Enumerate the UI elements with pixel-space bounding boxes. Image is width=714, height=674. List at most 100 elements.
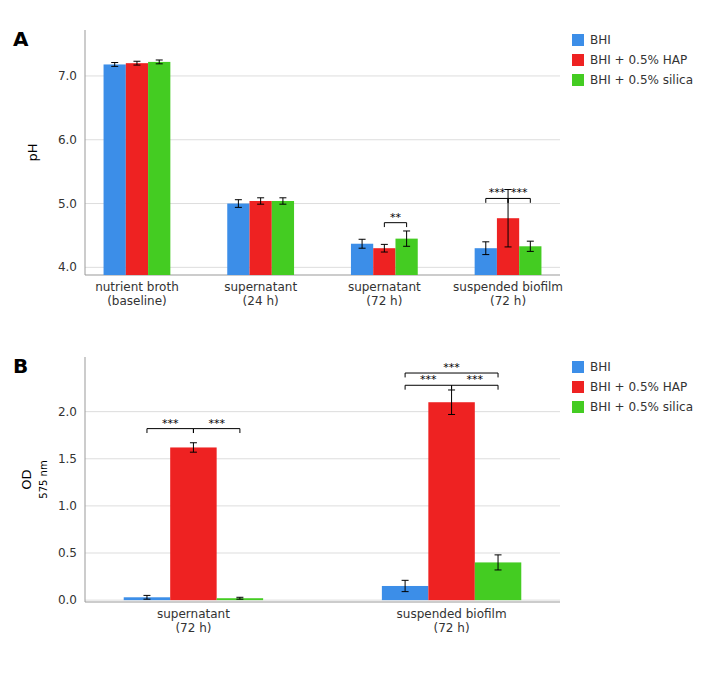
- significance-label: ***: [208, 417, 225, 430]
- category-label-line: supernatant: [224, 280, 297, 294]
- bar: [227, 204, 249, 275]
- error-cap: [359, 239, 366, 240]
- error-stem: [451, 390, 452, 415]
- category-label: suspended biofilm(72 h): [453, 280, 563, 308]
- category-label: supernatant(24 h): [224, 280, 297, 308]
- error-bar: [257, 198, 264, 204]
- error-cap: [402, 591, 409, 592]
- grid-line: [85, 458, 560, 459]
- plot-area: [104, 60, 542, 275]
- grid-line: [85, 553, 560, 554]
- tick-label: 4.0: [58, 260, 77, 274]
- category-label: suspended biofilm(72 h): [397, 607, 507, 635]
- significance-label: ***: [420, 373, 437, 386]
- y-axis-label: pH: [25, 143, 40, 161]
- error-stem: [384, 244, 385, 252]
- legend-label: BHI: [590, 33, 611, 47]
- error-stem: [485, 242, 486, 255]
- error-cap: [236, 597, 243, 598]
- bar: [373, 248, 395, 275]
- error-cap: [257, 197, 264, 198]
- error-bar: [235, 200, 242, 208]
- panel: 4.05.06.07.0********nutrient broth(basel…: [13, 27, 693, 523]
- legend-label: BHI + 0.5% silica: [590, 73, 693, 87]
- error-stem: [498, 555, 499, 570]
- panel-label: B: [13, 354, 28, 378]
- error-cap: [257, 204, 264, 205]
- error-stem: [193, 443, 194, 452]
- error-cap: [448, 414, 455, 415]
- legend-swatch: [572, 54, 584, 66]
- bar: [126, 63, 148, 275]
- panel-label: A: [13, 27, 29, 51]
- significance-label: ***: [443, 361, 460, 374]
- error-cap: [381, 244, 388, 245]
- error-bar: [133, 61, 140, 65]
- tick-label: 6.0: [58, 133, 77, 147]
- y-axis-line: [85, 357, 86, 602]
- error-cap: [381, 252, 388, 253]
- bar: [351, 244, 373, 275]
- category-label-line: (72 h): [490, 294, 526, 308]
- error-stem: [405, 580, 406, 591]
- error-cap: [156, 59, 163, 60]
- error-stem: [238, 200, 239, 208]
- error-bar: [527, 241, 534, 251]
- error-bar: [402, 580, 409, 591]
- error-cap: [482, 241, 489, 242]
- error-stem: [530, 241, 531, 251]
- error-cap: [111, 66, 118, 67]
- category-label-line: (24 h): [243, 294, 279, 308]
- error-cap: [279, 197, 286, 198]
- panel: 0.00.51.01.52.0***************supernatan…: [13, 354, 693, 635]
- error-cap: [279, 204, 286, 205]
- error-bar: [190, 443, 197, 452]
- error-stem: [136, 61, 137, 65]
- legend-label: BHI + 0.5% HAP: [590, 380, 687, 394]
- category-label-line: supernatant: [348, 280, 421, 294]
- legend-swatch: [572, 361, 584, 373]
- error-bar: [495, 555, 502, 570]
- category-label-line: (72 h): [434, 621, 470, 635]
- error-cap: [403, 230, 410, 231]
- error-cap: [156, 63, 163, 64]
- tick-label: 5.0: [58, 197, 77, 211]
- error-bar: [236, 597, 243, 599]
- error-stem: [159, 60, 160, 64]
- error-cap: [403, 246, 410, 247]
- bar: [428, 402, 474, 600]
- legend-swatch: [572, 34, 584, 46]
- bar: [272, 201, 294, 275]
- tick-label: 1.5: [58, 452, 77, 466]
- error-cap: [527, 251, 534, 252]
- error-stem: [406, 231, 407, 246]
- tick-label: 2.0: [58, 405, 77, 419]
- significance-label: ***: [162, 417, 179, 430]
- error-cap: [143, 595, 150, 596]
- bar: [250, 201, 272, 275]
- category-label: nutrient broth(baseline): [95, 280, 179, 308]
- tick-label: 1.0: [58, 499, 77, 513]
- legend-swatch: [572, 401, 584, 413]
- grid-line: [85, 505, 560, 506]
- category-label-line: nutrient broth: [95, 280, 179, 294]
- error-bar: [279, 198, 286, 204]
- error-bar: [381, 244, 388, 252]
- grid-line: [85, 411, 560, 412]
- error-cap: [133, 61, 140, 62]
- error-cap: [402, 580, 409, 581]
- bar: [104, 64, 126, 275]
- error-stem: [146, 595, 147, 599]
- error-cap: [495, 569, 502, 570]
- error-stem: [282, 198, 283, 204]
- legend-swatch: [572, 74, 584, 86]
- error-stem: [114, 63, 115, 67]
- error-cap: [495, 554, 502, 555]
- legend-swatch: [572, 381, 584, 393]
- bar: [170, 447, 216, 600]
- legend-label: BHI: [590, 360, 611, 374]
- y-axis-label-sub: 575 nm: [38, 460, 49, 498]
- category-label: supernatant(72 h): [348, 280, 421, 308]
- error-stem: [362, 239, 363, 248]
- tick-label: 0.5: [58, 546, 77, 560]
